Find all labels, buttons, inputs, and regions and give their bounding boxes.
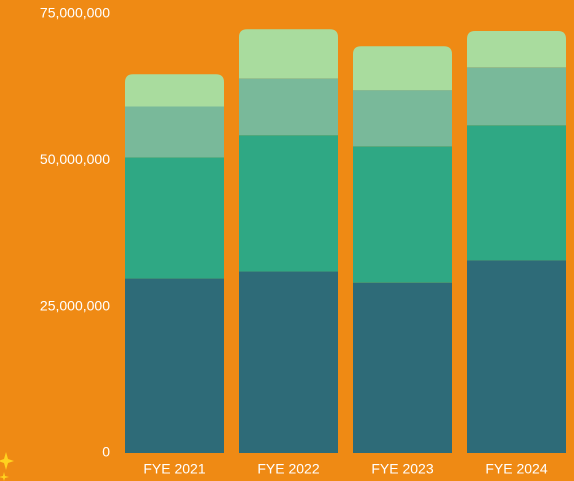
star-icon <box>0 472 9 481</box>
x-tick-label: FYE 2023 <box>371 461 433 477</box>
bar-segment <box>125 74 224 107</box>
bar-segment <box>467 67 566 126</box>
bar-segment <box>467 125 566 261</box>
bar-segment <box>239 78 338 136</box>
x-tick-label: FYE 2024 <box>485 461 547 477</box>
bar-segment <box>125 157 224 279</box>
bar-segment <box>353 46 452 91</box>
y-tick-label: 50,000,000 <box>40 151 110 167</box>
bar-segment <box>125 278 224 453</box>
bar-segment <box>353 90 452 147</box>
y-tick-label: 0 <box>102 444 110 460</box>
star-icon <box>0 452 14 470</box>
x-tick-label: FYE 2021 <box>143 461 205 477</box>
y-tick-label: 75,000,000 <box>40 5 110 21</box>
bar-segment <box>125 106 224 158</box>
y-tick-label: 25,000,000 <box>40 297 110 313</box>
bar-segment <box>467 260 566 453</box>
bar-segment <box>239 135 338 272</box>
bar-segment <box>467 30 566 68</box>
bar-segment <box>353 146 452 283</box>
bar-segment <box>239 29 338 79</box>
bar-segment <box>239 271 338 453</box>
x-tick-label: FYE 2022 <box>257 461 319 477</box>
bar-segment <box>353 282 452 453</box>
